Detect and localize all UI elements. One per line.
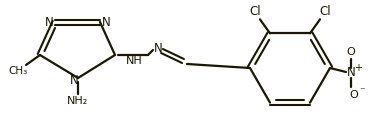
Text: N: N (347, 67, 356, 79)
Text: O: O (350, 90, 358, 100)
Text: +: + (354, 63, 362, 73)
Text: ⁻: ⁻ (359, 86, 365, 96)
Text: Cl: Cl (319, 5, 331, 18)
Text: Cl: Cl (249, 5, 261, 18)
Text: NH: NH (125, 56, 142, 66)
Text: N: N (70, 74, 78, 87)
Text: N: N (102, 17, 111, 30)
Text: N: N (154, 42, 162, 55)
Text: NH₂: NH₂ (67, 96, 89, 106)
Text: CH₃: CH₃ (8, 66, 27, 76)
Text: O: O (347, 47, 356, 57)
Text: N: N (45, 17, 53, 30)
